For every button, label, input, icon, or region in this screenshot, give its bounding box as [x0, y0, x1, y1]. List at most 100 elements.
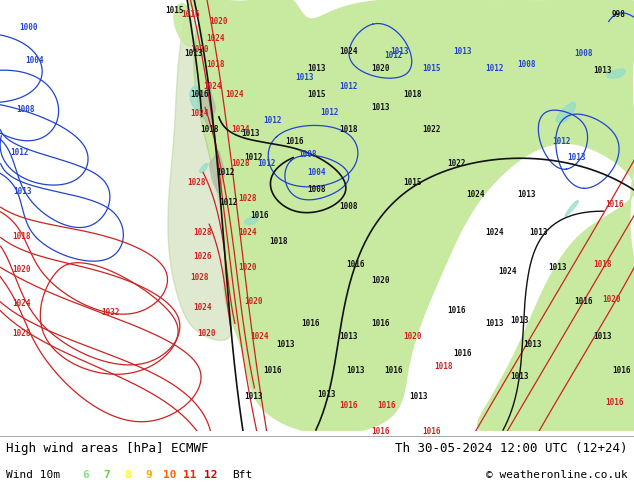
Text: 1022: 1022	[422, 125, 441, 134]
Text: 1016: 1016	[377, 401, 396, 410]
Text: 1013: 1013	[339, 332, 358, 341]
Text: 1016: 1016	[422, 427, 441, 436]
Text: 1013: 1013	[409, 392, 428, 401]
Text: 1016: 1016	[605, 200, 624, 209]
Polygon shape	[607, 69, 625, 78]
Text: 1015: 1015	[165, 6, 184, 15]
Text: 1016: 1016	[250, 211, 269, 220]
Text: 1016: 1016	[453, 349, 472, 358]
Polygon shape	[200, 86, 216, 129]
Text: 1013: 1013	[346, 367, 365, 375]
Text: 1012: 1012	[10, 148, 29, 157]
Text: 1020: 1020	[403, 332, 422, 341]
Polygon shape	[373, 3, 422, 40]
Polygon shape	[558, 43, 583, 60]
Text: 1024: 1024	[193, 303, 212, 313]
Text: 1000: 1000	[19, 23, 38, 32]
Text: 1012: 1012	[339, 82, 358, 91]
Text: Wind 10m: Wind 10m	[6, 470, 60, 480]
Text: 1013: 1013	[510, 372, 529, 381]
Text: 6: 6	[82, 470, 89, 480]
Text: 1013: 1013	[307, 65, 327, 74]
Text: 1018: 1018	[434, 362, 453, 371]
Polygon shape	[245, 216, 258, 225]
Text: 1020: 1020	[209, 17, 228, 26]
Text: 1020: 1020	[197, 329, 216, 338]
Text: 1016: 1016	[371, 319, 390, 328]
Text: 1024: 1024	[231, 125, 250, 134]
Polygon shape	[200, 164, 207, 173]
Text: 998: 998	[611, 10, 625, 19]
Text: Bft: Bft	[232, 470, 252, 480]
Text: © weatheronline.co.uk: © weatheronline.co.uk	[486, 470, 628, 480]
Polygon shape	[556, 102, 575, 122]
Text: 1012: 1012	[485, 65, 504, 74]
Text: 1028: 1028	[187, 178, 206, 187]
Text: 1016: 1016	[574, 297, 593, 306]
Text: 1013: 1013	[593, 66, 612, 75]
Text: 1022: 1022	[447, 159, 466, 169]
Text: 1013: 1013	[276, 341, 295, 349]
Text: 1020: 1020	[190, 45, 209, 54]
Text: 1012: 1012	[257, 159, 276, 169]
Text: 1012: 1012	[384, 51, 403, 60]
Text: 1018: 1018	[339, 125, 358, 134]
Text: Th 30-05-2024 12:00 UTC (12+24): Th 30-05-2024 12:00 UTC (12+24)	[395, 442, 628, 455]
Text: 1016: 1016	[371, 427, 390, 436]
Text: 1004: 1004	[25, 55, 44, 65]
Text: 1012: 1012	[219, 198, 238, 207]
Text: 12: 12	[204, 470, 218, 480]
Text: 1012: 1012	[320, 108, 339, 117]
Text: 1016: 1016	[447, 306, 466, 315]
Text: 1013: 1013	[371, 103, 390, 112]
Text: 1024: 1024	[13, 299, 31, 308]
Text: 1016: 1016	[285, 138, 304, 147]
Text: 1012: 1012	[552, 138, 571, 147]
Text: 1013: 1013	[485, 319, 504, 328]
Text: 1013: 1013	[548, 263, 567, 272]
Text: 1008: 1008	[574, 49, 593, 58]
Text: 8: 8	[124, 470, 131, 480]
Polygon shape	[174, 3, 192, 46]
Text: 1024: 1024	[485, 228, 504, 237]
Text: 1024: 1024	[466, 190, 485, 198]
Text: 1008: 1008	[307, 185, 327, 194]
Text: 1013: 1013	[390, 47, 409, 56]
Text: 1018: 1018	[403, 90, 422, 99]
Text: 1008: 1008	[16, 105, 35, 114]
Text: 1013: 1013	[529, 228, 548, 237]
Text: High wind areas [hPa] ECMWF: High wind areas [hPa] ECMWF	[6, 442, 209, 455]
Text: 1015: 1015	[403, 178, 422, 187]
Text: 1015: 1015	[307, 90, 327, 99]
Text: 1018: 1018	[200, 125, 219, 134]
Text: 1028: 1028	[238, 194, 257, 203]
Text: 1013: 1013	[510, 317, 529, 325]
Text: 1024: 1024	[203, 82, 222, 91]
Text: 1013: 1013	[295, 73, 314, 82]
Polygon shape	[565, 200, 578, 217]
Text: 1008: 1008	[339, 202, 358, 212]
Text: 1018: 1018	[13, 232, 31, 241]
Text: 1013: 1013	[317, 390, 336, 399]
Text: 1024: 1024	[190, 109, 209, 119]
Text: 1024: 1024	[339, 47, 358, 56]
Text: 1012: 1012	[244, 152, 263, 162]
Text: 1028: 1028	[190, 273, 209, 282]
Text: 1016: 1016	[301, 319, 320, 328]
Text: 1004: 1004	[307, 168, 327, 176]
Text: 1028: 1028	[193, 228, 212, 237]
Text: 1026: 1026	[193, 252, 212, 261]
Text: 1008: 1008	[298, 150, 317, 159]
Polygon shape	[187, 0, 634, 434]
Text: 9: 9	[145, 470, 152, 480]
Text: 1016: 1016	[190, 90, 209, 99]
Text: 1013: 1013	[184, 49, 203, 58]
Polygon shape	[209, 151, 225, 194]
Text: 1013: 1013	[241, 129, 260, 138]
Text: 1016: 1016	[181, 10, 200, 19]
Text: 1012: 1012	[216, 168, 235, 177]
Text: 1015: 1015	[422, 65, 441, 74]
Text: 1024: 1024	[498, 267, 517, 276]
Text: 1020: 1020	[371, 276, 390, 285]
Text: 11: 11	[183, 470, 197, 480]
